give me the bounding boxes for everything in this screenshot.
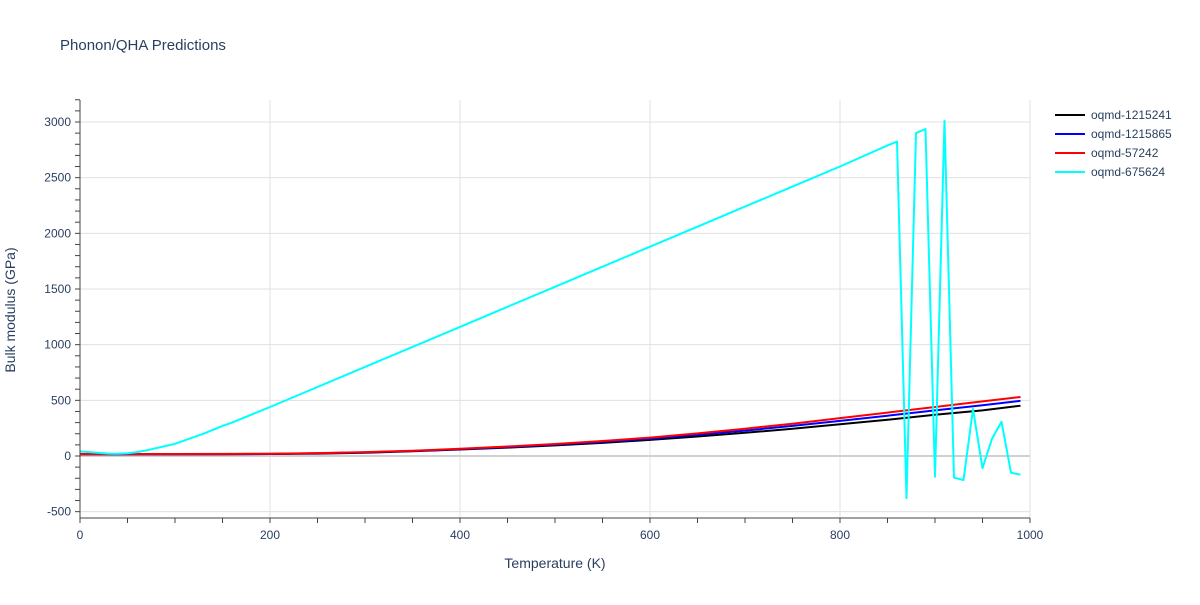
- x-tick-label: 1000: [1017, 528, 1044, 542]
- series-lines: [79, 119, 1021, 500]
- x-axis-label: Temperature (K): [504, 555, 605, 571]
- legend-label: oqmd-1215241: [1091, 108, 1172, 122]
- y-tick-label: 2000: [44, 226, 71, 240]
- x-tick-label: 400: [450, 528, 470, 542]
- y-tick-label: -500: [47, 505, 71, 519]
- x-tick-label: 0: [77, 528, 84, 542]
- y-tick-label: 3000: [44, 115, 71, 129]
- legend-label: oqmd-1215865: [1091, 127, 1172, 141]
- legend-label: oqmd-675624: [1091, 165, 1165, 179]
- series-line-oqmd-57242: [80, 396, 1021, 455]
- x-tick-label: 200: [260, 528, 280, 542]
- x-tick-label: 600: [640, 528, 660, 542]
- y-tick-label: 500: [51, 393, 71, 407]
- x-tick-label: 800: [830, 528, 850, 542]
- y-tick-label: 1500: [44, 282, 71, 296]
- legend-label: oqmd-57242: [1091, 146, 1159, 160]
- y-axis-label: Bulk modulus (GPa): [2, 247, 18, 372]
- grid: [80, 100, 1031, 518]
- y-tick-label: 1000: [44, 338, 71, 352]
- y-tick-label: 2500: [44, 171, 71, 185]
- series-line-oqmd-675624: [79, 119, 1021, 500]
- legend: oqmd-1215241 oqmd-1215865 oqmd-57242 oqmd-6…: [1055, 108, 1172, 179]
- chart-title: Phonon/QHA Predictions: [60, 37, 226, 54]
- y-tick-label: 0: [64, 449, 71, 463]
- axes: 0 200 400 600 800 1000 -500 0 500 1000 1500 2000 250…: [44, 99, 1044, 542]
